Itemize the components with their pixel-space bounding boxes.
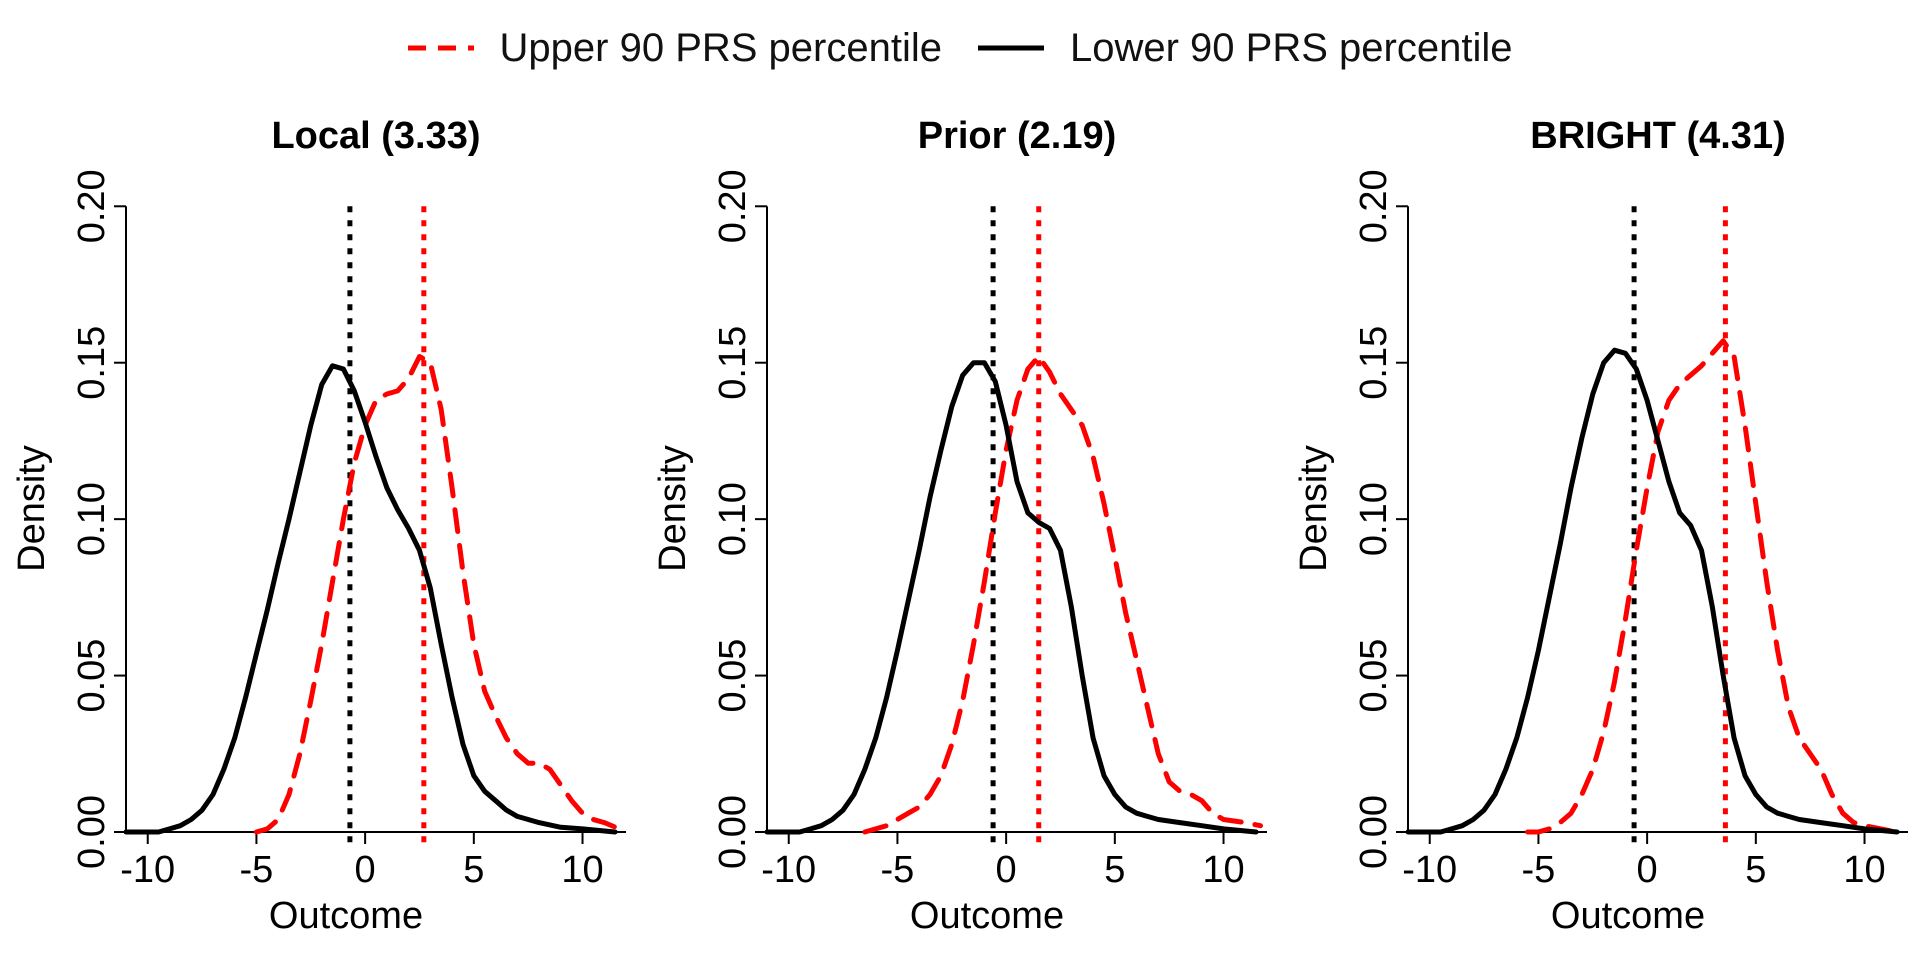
panel-title: Prior (2.19) (918, 115, 1117, 157)
y-tick-label: 0.20 (71, 169, 113, 243)
series-lower-density (1405, 347, 1900, 835)
x-tick-label: -5 (881, 849, 915, 891)
legend-swatch-dashed-red (407, 42, 474, 54)
legend-entry-lower: Lower 90 PRS percentile (978, 26, 1512, 71)
y-tick-label: 0.00 (712, 795, 754, 869)
y-axis-label: Density (652, 445, 694, 572)
x-tick-label: -10 (1402, 849, 1457, 891)
legend-swatch-solid-black (978, 42, 1044, 54)
legend-label-upper: Upper 90 PRS percentile (499, 25, 942, 70)
x-tick-label: 5 (463, 849, 484, 891)
y-tick-label: 0.00 (1353, 795, 1395, 869)
x-tick-label: 0 (996, 849, 1017, 891)
x-tick-label: -5 (240, 849, 274, 891)
y-axis-label: Density (11, 445, 53, 572)
x-tick-label: 0 (1637, 849, 1658, 891)
x-tick-label: -10 (120, 849, 175, 891)
series-upper-density (862, 354, 1263, 835)
panel-title: Local (3.33) (271, 115, 480, 157)
x-axis-label: Outcome (910, 895, 1064, 937)
y-tick-label: 0.15 (1353, 326, 1395, 400)
y-tick-label: 0.05 (71, 639, 113, 713)
panel-title: BRIGHT (4.31) (1530, 115, 1785, 157)
x-tick-label: 5 (1104, 849, 1125, 891)
y-tick-label: 0.10 (71, 482, 113, 556)
x-tick-label: 10 (1202, 849, 1244, 891)
y-tick-label: 0.10 (712, 482, 754, 556)
y-axis-label: Density (1293, 445, 1335, 572)
y-tick-label: 0.20 (712, 169, 754, 243)
y-tick-label: 0.00 (71, 795, 113, 869)
x-axis-label: Outcome (1551, 895, 1705, 937)
x-tick-label: -10 (761, 849, 816, 891)
x-axis-label: Outcome (269, 895, 423, 937)
series-lower-density (764, 360, 1259, 835)
y-tick-label: 0.05 (712, 639, 754, 713)
series-upper-density (1525, 338, 1900, 835)
x-tick-label: 10 (561, 849, 603, 891)
legend-label-lower: Lower 90 PRS percentile (1070, 25, 1513, 70)
y-tick-label: 0.10 (1353, 482, 1395, 556)
x-tick-label: 5 (1745, 849, 1766, 891)
legend: Upper 90 PRS percentile Lower 90 PRS per… (0, 18, 1920, 78)
series-lower-density (123, 363, 618, 835)
legend-entry-upper: Upper 90 PRS percentile (407, 25, 942, 71)
x-tick-label: 0 (355, 849, 376, 891)
y-tick-label: 0.15 (71, 326, 113, 400)
x-tick-label: -5 (1522, 849, 1556, 891)
y-tick-label: 0.05 (1353, 639, 1395, 713)
y-tick-label: 0.20 (1353, 169, 1395, 243)
x-tick-label: 10 (1843, 849, 1885, 891)
y-tick-label: 0.15 (712, 326, 754, 400)
series-upper-density (253, 354, 622, 835)
